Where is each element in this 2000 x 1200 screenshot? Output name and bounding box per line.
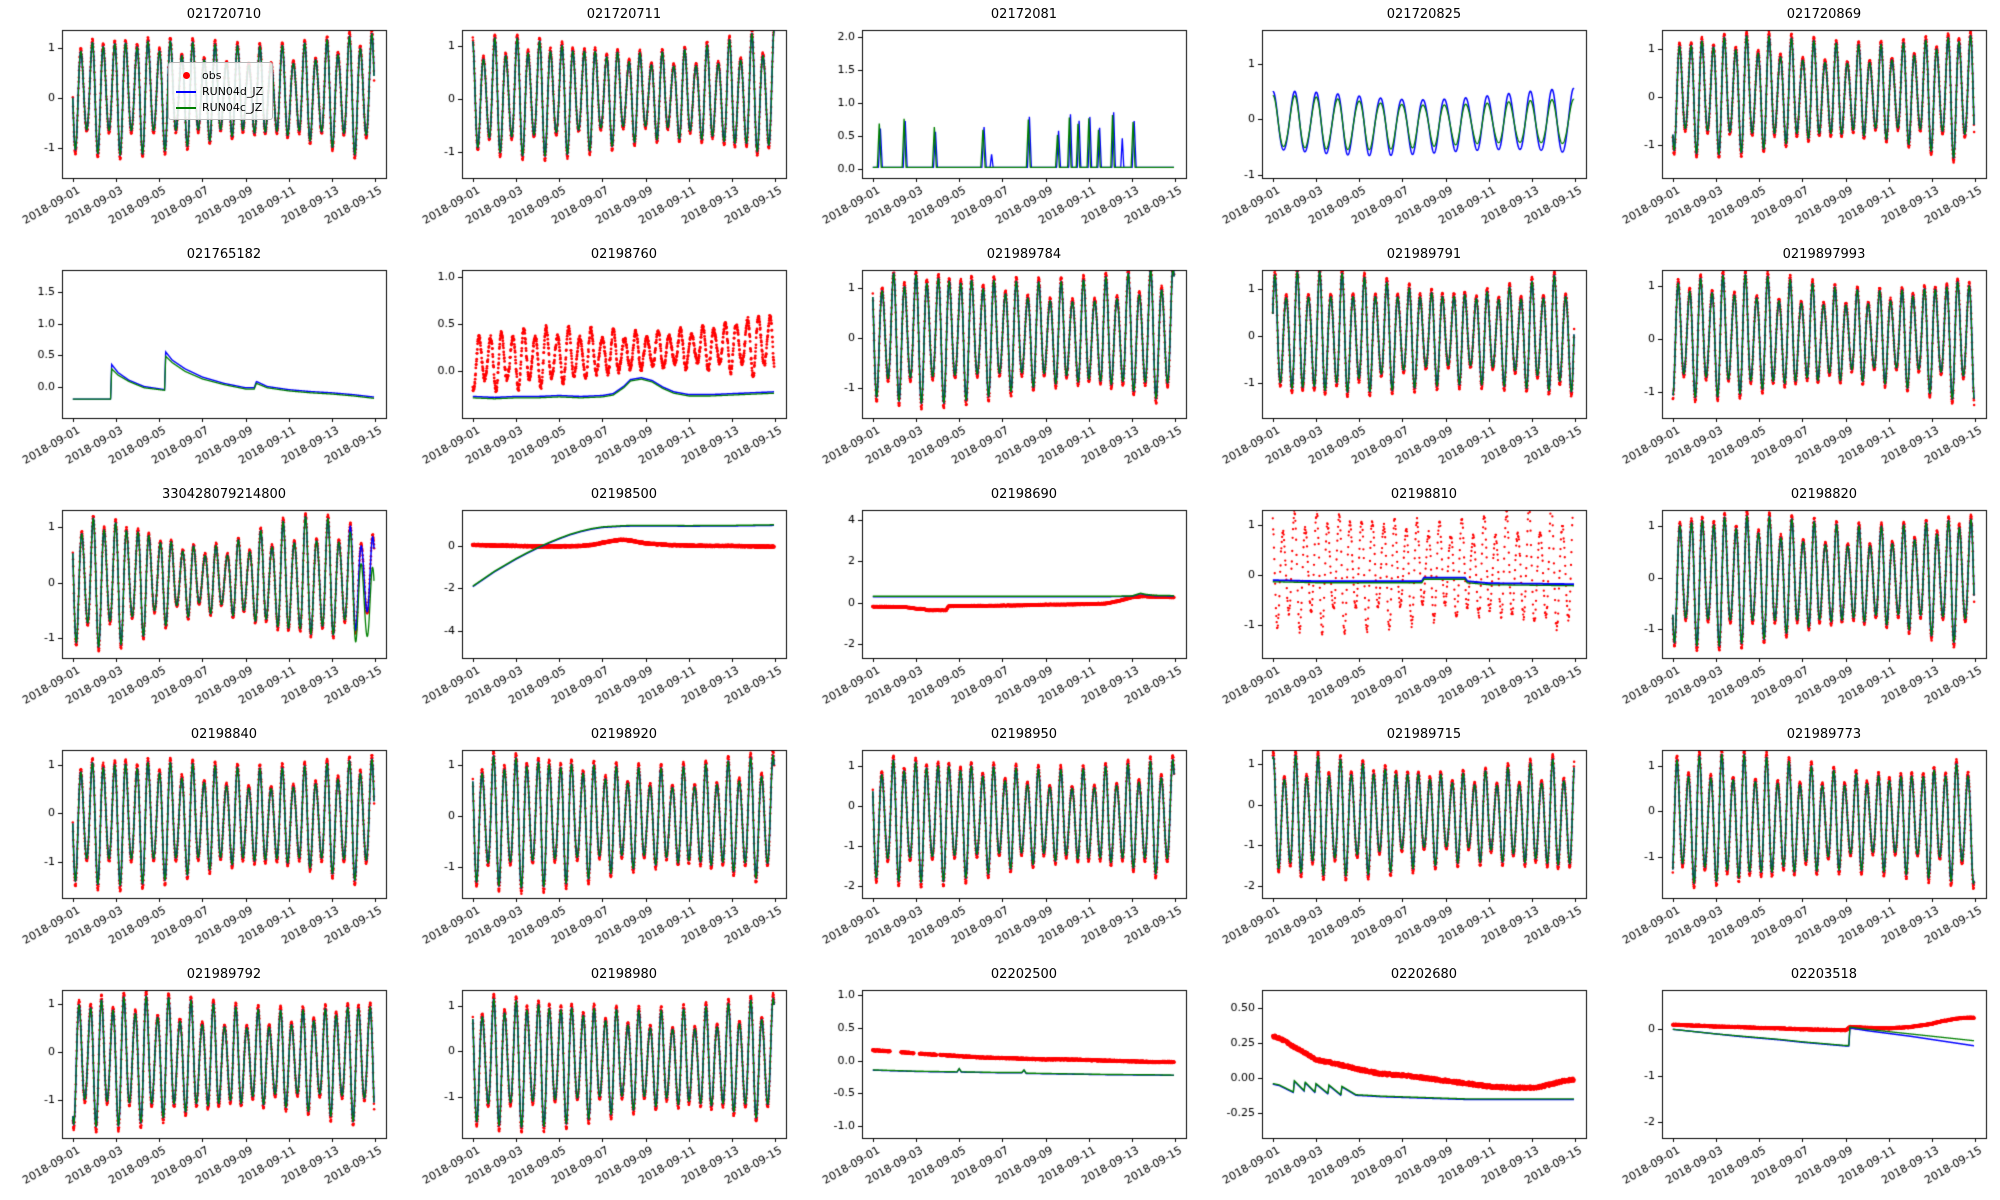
subplot-02198840: 02198840 [0, 720, 400, 960]
subplot-02198820: 02198820 [1600, 480, 2000, 720]
plot-title: 02198810 [1390, 487, 1458, 502]
plot-title: 021989791 [1386, 247, 1462, 262]
plot-title: 02198840 [190, 727, 258, 742]
plot-canvas [800, 480, 1200, 720]
plot-canvas [800, 960, 1200, 1200]
plot-canvas [0, 0, 400, 240]
line-marker-icon [176, 101, 196, 114]
subplot-021989715: 021989715 [1200, 720, 1600, 960]
plot-title: 330428079214800 [161, 487, 287, 502]
plot-canvas [800, 720, 1200, 960]
subplot-02198980: 02198980 [400, 960, 800, 1200]
plot-canvas [1200, 480, 1600, 720]
plot-title: 02198920 [590, 727, 658, 742]
legend-label: obs [202, 68, 222, 82]
legend-entry-RUN04d_JZ: RUN04d_JZ [176, 83, 263, 99]
plot-canvas [1200, 0, 1600, 240]
subplot-02198950: 02198950 [800, 720, 1200, 960]
subplot-021989791: 021989791 [1200, 240, 1600, 480]
plot-title: 02198500 [590, 487, 658, 502]
plot-title: 0219897993 [1782, 247, 1866, 262]
plot-canvas [1200, 720, 1600, 960]
plot-canvas [0, 960, 400, 1200]
plot-title: 021989773 [1786, 727, 1862, 742]
plot-canvas [800, 240, 1200, 480]
plot-canvas [400, 720, 800, 960]
plot-canvas [400, 0, 800, 240]
plot-title: 021989792 [186, 967, 262, 982]
legend-label: RUN04d_JZ [202, 84, 264, 98]
plot-title: 021765182 [186, 247, 262, 262]
plot-canvas [1200, 240, 1600, 480]
subplot-02198690: 02198690 [800, 480, 1200, 720]
plot-canvas [0, 480, 400, 720]
plot-title: 021989784 [986, 247, 1062, 262]
subplot-330428079214800: 330428079214800 [0, 480, 400, 720]
subplot-02202680: 02202680 [1200, 960, 1600, 1200]
plot-title: 021720869 [1786, 7, 1862, 22]
subplot-02202500: 02202500 [800, 960, 1200, 1200]
plot-title: 02198690 [990, 487, 1058, 502]
plot-title: 021720825 [1386, 7, 1462, 22]
subplot-02198920: 02198920 [400, 720, 800, 960]
legend: obs RUN04d_JZ RUN04c_JZ [168, 62, 274, 120]
subplot-02172081: 02172081 [800, 0, 1200, 240]
plot-canvas [1600, 720, 2000, 960]
plot-canvas [800, 0, 1200, 240]
subplot-021989784: 021989784 [800, 240, 1200, 480]
subplot-02203518: 02203518 [1600, 960, 2000, 1200]
subplot-021720711: 021720711 [400, 0, 800, 240]
subplot-0219897993: 0219897993 [1600, 240, 2000, 480]
marker-shape [176, 90, 196, 93]
plot-title: 021989715 [1386, 727, 1462, 742]
subplot-021989792: 021989792 [0, 960, 400, 1200]
plot-canvas [1600, 960, 2000, 1200]
plot-title: 02198950 [990, 727, 1058, 742]
plot-title: 02198820 [1790, 487, 1858, 502]
plot-canvas [400, 480, 800, 720]
plot-canvas [1600, 0, 2000, 240]
plot-canvas [400, 240, 800, 480]
plot-title: 02202500 [990, 967, 1058, 982]
dot-marker-icon [176, 69, 196, 82]
subplot-021720869: 021720869 [1600, 0, 2000, 240]
plot-canvas [1600, 480, 2000, 720]
subplot-02198500: 02198500 [400, 480, 800, 720]
plot-canvas [0, 240, 400, 480]
plot-title: 02202680 [1390, 967, 1458, 982]
plot-title: 021720711 [586, 7, 662, 22]
plot-title: 02198980 [590, 967, 658, 982]
subplot-02198760: 02198760 [400, 240, 800, 480]
plot-canvas [400, 960, 800, 1200]
subplot-021765182: 021765182 [0, 240, 400, 480]
plot-canvas [1600, 240, 2000, 480]
plot-title: 021720710 [186, 7, 262, 22]
subplot-021989773: 021989773 [1600, 720, 2000, 960]
line-marker-icon [176, 85, 196, 98]
subplot-021720710: 021720710 obs RUN04d_JZ RUN04c_JZ [0, 0, 400, 240]
marker-shape [182, 72, 190, 79]
legend-entry-obs: obs [176, 67, 263, 83]
plot-canvas [1200, 960, 1600, 1200]
marker-shape [176, 106, 196, 109]
subplot-021720825: 021720825 [1200, 0, 1600, 240]
plot-canvas [0, 720, 400, 960]
plot-title: 02172081 [990, 7, 1058, 22]
legend-label: RUN04c_JZ [202, 100, 263, 114]
subplot-02198810: 02198810 [1200, 480, 1600, 720]
legend-entry-RUN04c_JZ: RUN04c_JZ [176, 99, 263, 115]
plot-title: 02203518 [1790, 967, 1858, 982]
plot-title: 02198760 [590, 247, 658, 262]
